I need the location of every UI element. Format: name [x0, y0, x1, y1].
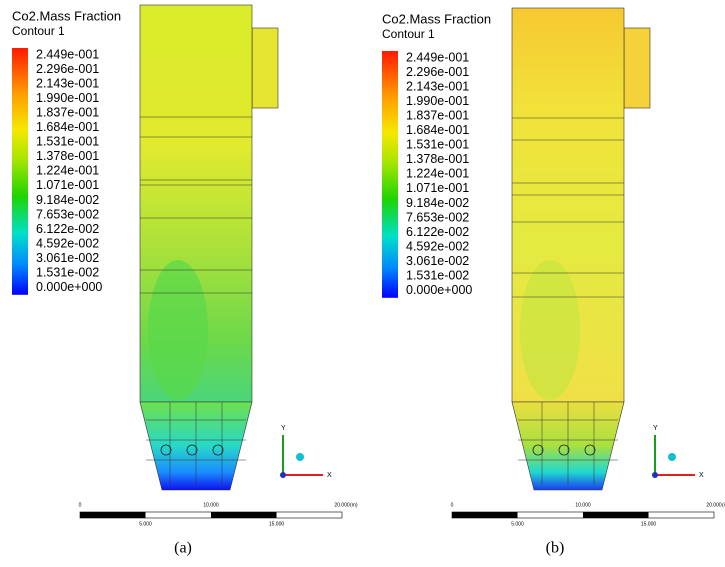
legend-label: 6.122e-002	[36, 222, 99, 236]
legend-label: 4.592e-002	[406, 239, 469, 253]
legend-label: 2.296e-001	[36, 62, 99, 76]
legend-title: Co2.Mass Fraction	[382, 11, 491, 26]
burner	[160, 444, 172, 456]
legend-label: 2.143e-001	[36, 76, 99, 90]
legend-label: 1.684e-001	[36, 120, 99, 134]
scale-label: 10.000	[203, 502, 219, 508]
legend-label: 1.837e-001	[406, 108, 469, 122]
scale-bar-seg	[452, 512, 518, 518]
scale-label: 0	[451, 502, 454, 508]
legend-label: 3.061e-002	[36, 251, 99, 265]
burner	[186, 444, 198, 456]
burner	[584, 444, 596, 456]
axis-origin	[280, 472, 286, 478]
legend-label: 2.449e-001	[36, 47, 99, 61]
colorbar	[382, 51, 398, 298]
scale-label: 15.000	[269, 521, 285, 527]
legend-label: 1.531e-001	[36, 135, 99, 149]
duct	[623, 27, 651, 109]
legend-label: 2.296e-001	[406, 65, 469, 79]
legend-label: 1.990e-001	[406, 94, 469, 108]
colorbar	[12, 48, 28, 295]
scale-label: 10.000	[575, 502, 591, 508]
legend-label: 2.449e-001	[406, 50, 469, 64]
legend-label: 7.653e-002	[36, 207, 99, 221]
legend-label: 9.184e-002	[406, 196, 469, 210]
scale-bar-seg	[583, 512, 649, 518]
legend-label: 1.531e-001	[406, 138, 469, 152]
legend-label: 3.061e-002	[406, 254, 469, 268]
legend-label: 2.143e-001	[406, 79, 469, 93]
burner	[558, 444, 570, 456]
legend-label: 0.000e+000	[406, 283, 472, 297]
legend-label: 7.653e-002	[406, 210, 469, 224]
legend-label: 9.184e-002	[36, 193, 99, 207]
legend-label: 1.684e-001	[406, 123, 469, 137]
axis-y-label: Y	[653, 425, 658, 432]
scale-bar-seg	[211, 512, 277, 518]
scale-label: 5.000	[139, 521, 152, 527]
legend-label: 1.378e-001	[406, 152, 469, 166]
contour-region	[520, 260, 580, 400]
scale-bar-seg	[80, 512, 146, 518]
scale-label: 15.000	[641, 521, 657, 527]
legend-title: Co2.Mass Fraction	[12, 8, 121, 23]
burner	[532, 444, 544, 456]
legend-label: 1.224e-001	[36, 164, 99, 178]
axis-origin	[652, 472, 658, 478]
axis-y-label: Y	[281, 425, 286, 432]
legend-label: 1.071e-001	[36, 178, 99, 192]
scale-label: 20.000	[334, 502, 350, 508]
contour-region	[148, 260, 208, 400]
scale-label: (m)	[722, 502, 725, 508]
burner	[212, 444, 224, 456]
axis-x-label: X	[327, 472, 332, 479]
legend-label: 4.592e-002	[36, 236, 99, 250]
legend-label: 1.531e-002	[36, 266, 99, 280]
legend-label: 1.071e-001	[406, 181, 469, 195]
legend-label: 1.378e-001	[36, 149, 99, 163]
axis-x-label: X	[699, 472, 704, 479]
legend-label: 0.000e+000	[36, 280, 102, 294]
scale-label: 20.000	[706, 502, 722, 508]
scale-label: 5.000	[511, 521, 524, 527]
legend-subtitle: Contour 1	[12, 24, 65, 38]
caption: (b)	[546, 540, 565, 557]
scale-label: (m)	[350, 502, 358, 508]
legend-subtitle: Contour 1	[382, 27, 435, 41]
legend-label: 1.837e-001	[36, 105, 99, 119]
caption: (a)	[174, 540, 192, 557]
scale-label: 0	[79, 502, 82, 508]
legend-label: 1.990e-001	[36, 91, 99, 105]
view-sphere	[668, 453, 676, 461]
view-sphere	[296, 453, 304, 461]
legend-label: 1.224e-001	[406, 167, 469, 181]
legend-label: 6.122e-002	[406, 225, 469, 239]
legend-label: 1.531e-002	[406, 269, 469, 283]
duct	[251, 27, 279, 109]
